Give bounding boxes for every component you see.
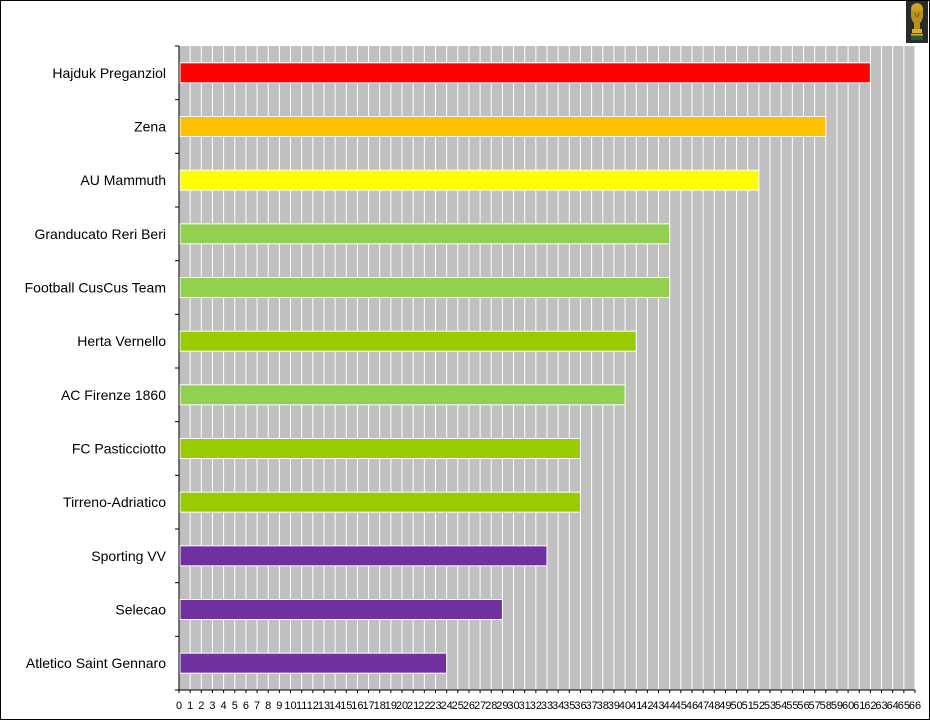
x-tick-label: 54 [775, 700, 787, 712]
x-tick-label: 6 [243, 700, 249, 712]
x-tick-label: 16 [351, 700, 363, 712]
category-label: Zena [134, 119, 166, 135]
x-tick-labels: 0 1 2 3 4 5 6 7 8 9 10 11 12131415161718192021222324… [176, 700, 921, 712]
bar [179, 277, 671, 298]
x-tick-label: 47 [697, 700, 709, 712]
bar [179, 116, 827, 137]
bar [179, 169, 760, 191]
gridlines [189, 46, 916, 690]
category-label: Atletico Saint Gennaro [26, 655, 166, 671]
x-tick-label: 26 [463, 700, 475, 712]
x-tick-label: 0 [176, 700, 182, 712]
x-tick-label: 53 [764, 700, 776, 712]
x-tick-label: 18 [374, 700, 386, 712]
x-tick-label: 61 [853, 700, 865, 712]
x-tick-label: 25 [452, 700, 464, 712]
x-tick-label: 7 [254, 700, 260, 712]
x-tick-label: 23 [429, 700, 441, 712]
bar [179, 438, 581, 459]
x-tick-label: 39 [608, 700, 620, 712]
x-tick-label: 41 [630, 700, 642, 712]
x-tick-label: 64 [887, 700, 899, 712]
bar [179, 384, 626, 406]
category-label: FC Pasticciotto [72, 441, 166, 457]
category-label: Herta Vernello [77, 333, 166, 349]
bar [179, 223, 671, 245]
category-labels: Hajduk Preganziol Zena AU Mammuth Granducat… [25, 65, 167, 671]
bar [179, 62, 871, 84]
bar [179, 652, 448, 674]
x-tick-label: 19 [385, 700, 397, 712]
category-label: Selecao [115, 602, 166, 618]
bar [179, 545, 548, 567]
trophy-icon [906, 1, 928, 43]
category-label: AU Mammuth [80, 172, 166, 188]
x-tick-label: 56 [797, 700, 809, 712]
x-tick-label: 36 [574, 700, 586, 712]
x-tick-label: 58 [820, 700, 832, 712]
x-tick-label: 44 [664, 700, 676, 712]
x-tick-label: 8 [265, 700, 271, 712]
category-label: AC Firenze 1860 [61, 387, 166, 403]
x-tick-label: 5 [232, 700, 238, 712]
x-tick-label: 12 [307, 700, 319, 712]
x-tick-label: 13 [318, 700, 330, 712]
x-tick-label: 63 [875, 700, 887, 712]
x-tick-label: 29 [496, 700, 508, 712]
x-tick-label: 30 [507, 700, 519, 712]
x-tick-label: 11 [296, 700, 307, 712]
x-tick-label: 15 [340, 700, 352, 712]
x-tick-label: 38 [597, 700, 609, 712]
x-tick-label: 40 [619, 700, 631, 712]
x-tick-label: 33 [541, 700, 553, 712]
x-tick-label: 55 [786, 700, 798, 712]
x-tick-label: 31 [519, 700, 531, 712]
x-tick-label: 14 [329, 700, 341, 712]
x-tick-label: 46 [686, 700, 698, 712]
x-tick-label: 43 [652, 700, 664, 712]
x-tick-label: 52 [753, 700, 765, 712]
x-tick-label: 42 [641, 700, 653, 712]
x-tick-label: 24 [441, 700, 453, 712]
bar [179, 599, 503, 620]
x-tick-label: 35 [563, 700, 575, 712]
x-tick-label: 1 [187, 700, 193, 712]
category-label: Football CusCus Team [25, 280, 166, 296]
x-tick-label: 9 [276, 700, 282, 712]
x-tick-label: 17 [362, 700, 374, 712]
x-tick-label: 65 [898, 700, 910, 712]
x-tick-label: 32 [530, 700, 542, 712]
x-tick-label: 21 [407, 700, 419, 712]
x-tick-label: 28 [485, 700, 497, 712]
axes [175, 45, 916, 693]
x-tick-label: 60 [842, 700, 854, 712]
bar [179, 330, 637, 352]
x-tick-label: 37 [585, 700, 597, 712]
x-tick-label: 10 [284, 700, 296, 712]
x-tick-label: 45 [675, 700, 687, 712]
category-label: Granducato Reri Beri [34, 226, 166, 242]
x-tick-label: 62 [864, 700, 876, 712]
x-tick-label: 48 [708, 700, 720, 712]
x-tick-label: 2 [198, 700, 204, 712]
x-tick-label: 27 [474, 700, 486, 712]
category-label: Hajduk Preganziol [52, 65, 166, 81]
category-label: Sporting VV [91, 548, 166, 564]
bars [179, 62, 871, 674]
x-tick-label: 49 [719, 700, 731, 712]
bar [179, 491, 581, 513]
x-tick-label: 20 [396, 700, 408, 712]
x-tick-label: 34 [552, 700, 564, 712]
x-tick-label: 50 [730, 700, 742, 712]
x-tick-label: 51 [742, 700, 754, 712]
x-tick-label: 57 [809, 700, 821, 712]
category-label: Tirreno-Adriatico [63, 494, 166, 510]
x-tick-label: 22 [418, 700, 430, 712]
x-tick-label: 59 [831, 700, 843, 712]
x-tick-label: 3 [209, 700, 215, 712]
x-tick-label: 4 [221, 700, 227, 712]
x-tick-label: 66 [909, 700, 921, 712]
